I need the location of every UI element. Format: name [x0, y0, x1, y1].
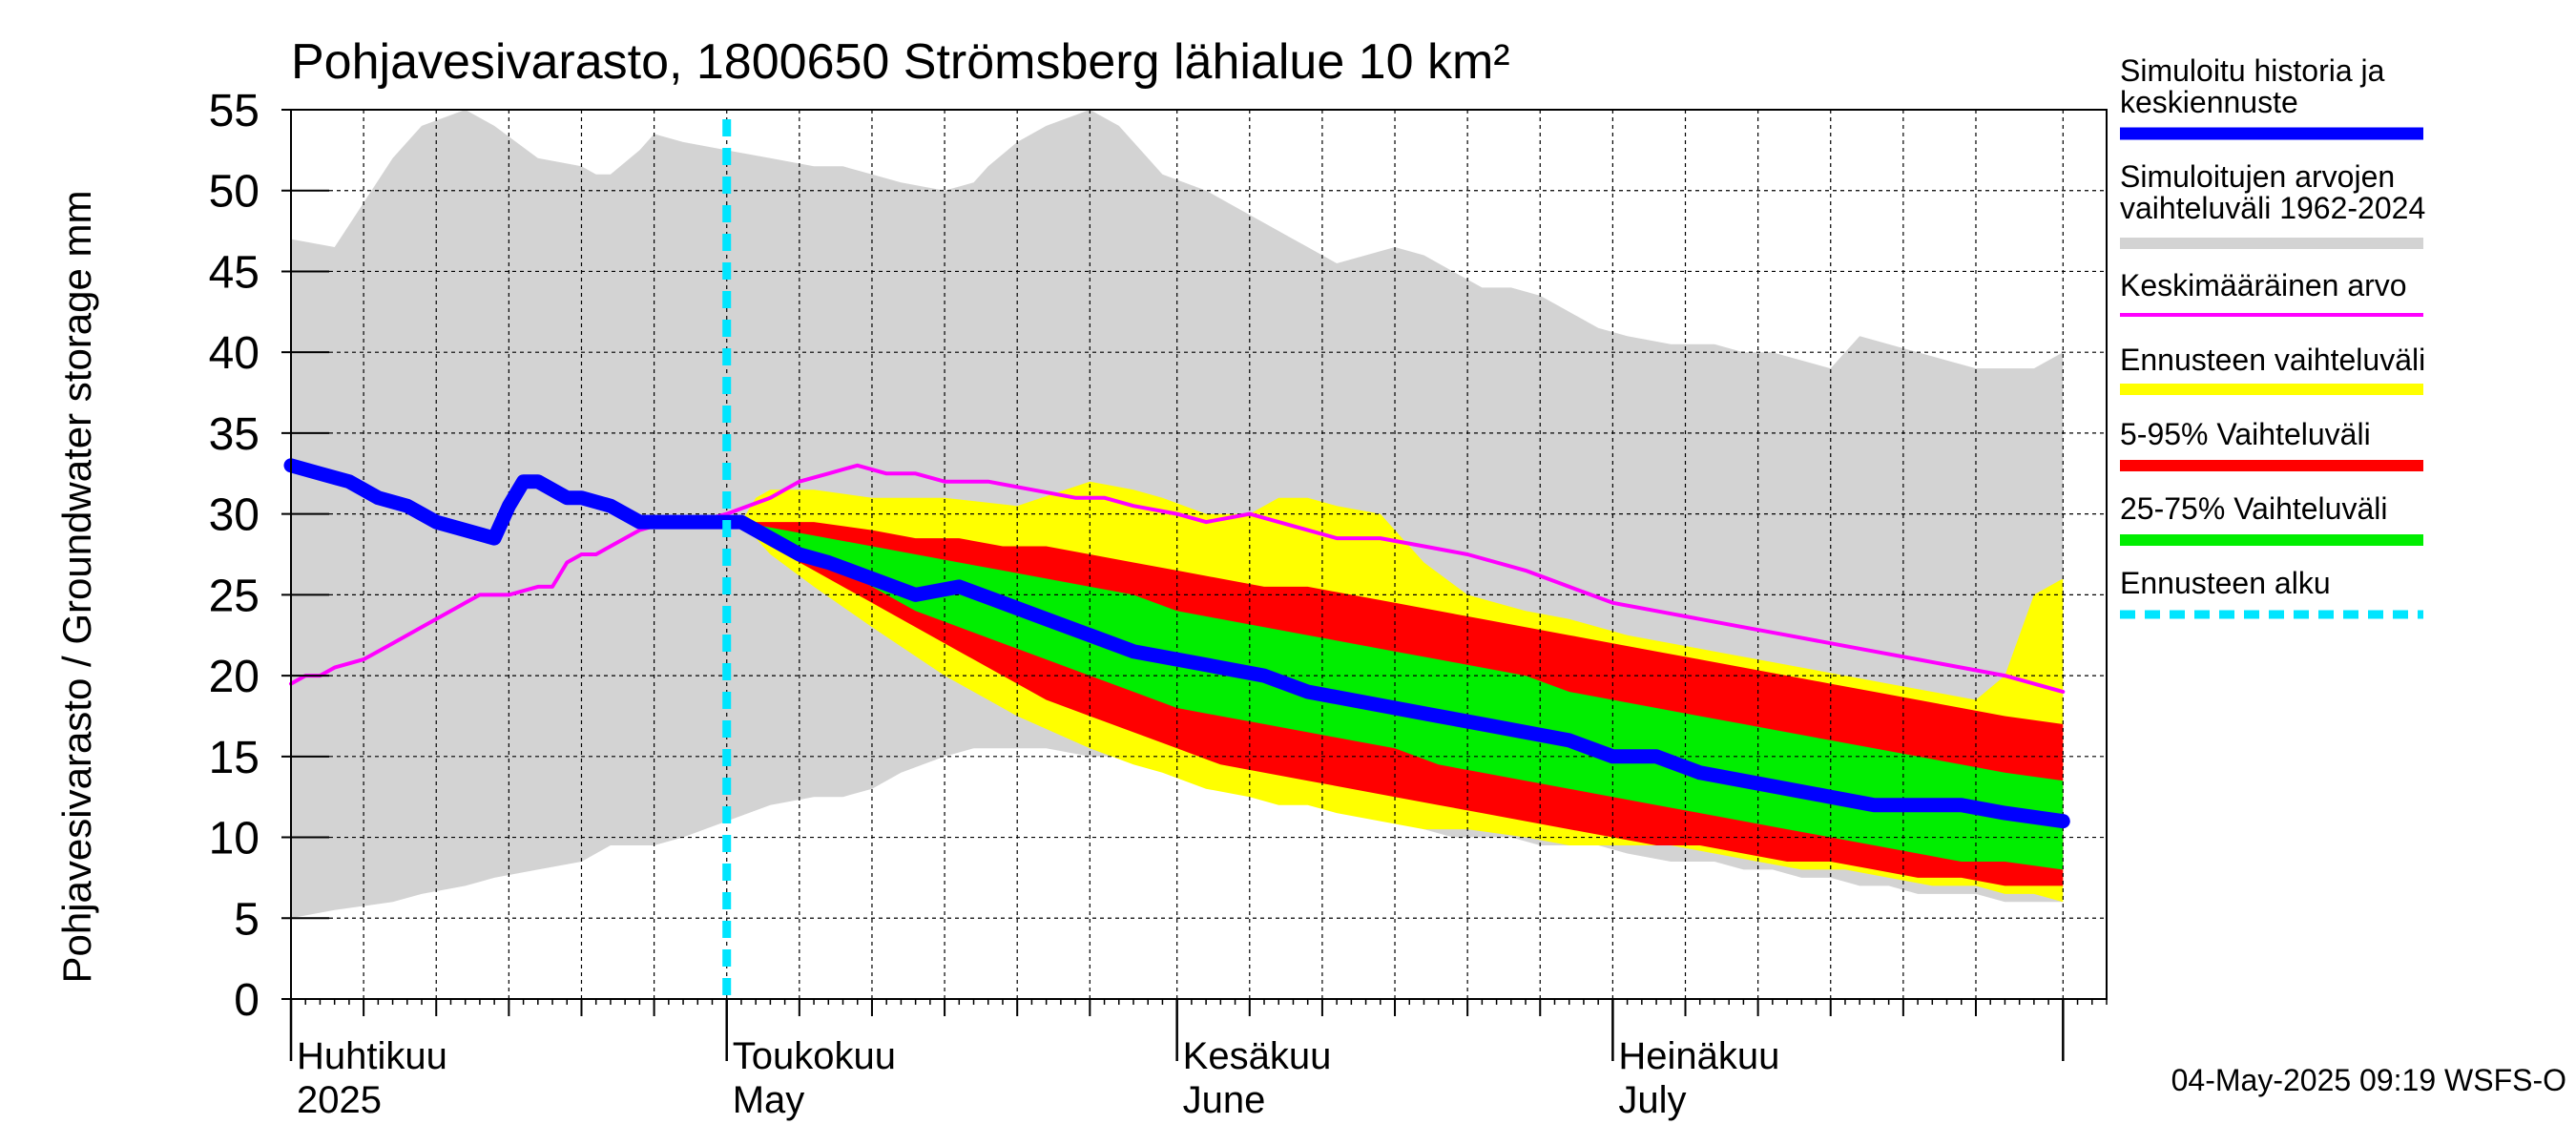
x-month-label-en: May — [733, 1079, 805, 1121]
legend-label: Ennusteen vaihteluväli — [2120, 343, 2425, 377]
x-month-label-fi: Heinäkuu — [1618, 1035, 1779, 1077]
y-tick-label: 0 — [234, 975, 260, 1026]
y-tick-label: 30 — [209, 490, 260, 541]
legend-label: Simuloitu historia ja — [2120, 53, 2385, 88]
y-axis-label: Pohjavesivarasto / Groundwater storage m… — [54, 190, 99, 983]
plot-frame — [290, 109, 2108, 1000]
x-month-label-en: June — [1183, 1079, 1266, 1121]
legend-label: 25-75% Vaihteluväli — [2120, 491, 2387, 526]
y-tick-label: 10 — [209, 814, 260, 864]
x-month-label-en: 2025 — [297, 1079, 382, 1121]
plot-grid — [291, 110, 2107, 999]
y-tick-label: 25 — [209, 571, 260, 621]
y-tick-labels: 0 5 10 15 20 25 30 35 40 45 50 55 — [209, 86, 260, 1026]
y-tick-label: 15 — [209, 733, 260, 783]
line-keskimaarainen-arvo — [289, 463, 2066, 694]
chart-title: Pohjavesivarasto, 1800650 Strömsberg läh… — [291, 34, 1510, 90]
x-month-label-fi: Toukokuu — [733, 1035, 896, 1077]
legend-label: 5-95% Vaihteluväli — [2120, 417, 2371, 451]
x-month-label-fi: Kesäkuu — [1183, 1035, 1332, 1077]
y-tick-label: 45 — [209, 247, 260, 298]
y-tick-label: 20 — [209, 652, 260, 702]
line-simuloitu-historia-ja-keskiennuste — [283, 458, 2070, 829]
legend-label: keskiennuste — [2120, 85, 2298, 119]
plot-lines — [283, 119, 2070, 999]
y-tick-label: 55 — [209, 86, 260, 136]
y-tick-label: 5 — [234, 894, 260, 945]
x-month-label-en: July — [1618, 1079, 1686, 1121]
x-month-label-fi: Huhtikuu — [297, 1035, 447, 1077]
plot-axes — [281, 109, 2108, 1061]
y-tick-label: 40 — [209, 328, 260, 379]
legend-label: Ennusteen alku — [2120, 566, 2331, 600]
legend-label: Simuloitujen arvojen — [2120, 159, 2395, 194]
legend-label: Keskimääräinen arvo — [2120, 268, 2407, 302]
y-tick-label: 50 — [209, 167, 260, 218]
legend-label: vaihteluväli 1962-2024 — [2120, 191, 2425, 225]
y-tick-label: 35 — [209, 409, 260, 460]
footer-timestamp: 04-May-2025 09:19 WSFS-O — [2171, 1063, 2566, 1097]
